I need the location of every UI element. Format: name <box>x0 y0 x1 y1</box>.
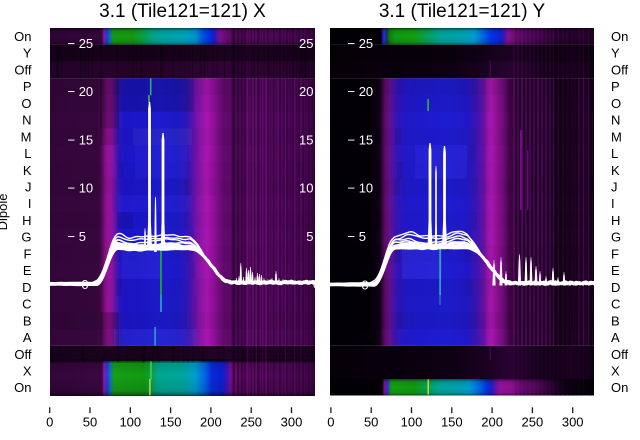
svg-text:H: H <box>22 213 31 228</box>
svg-text:250: 250 <box>522 415 544 430</box>
svg-text:M: M <box>21 129 32 144</box>
svg-text:100: 100 <box>119 415 141 430</box>
svg-text:I: I <box>611 196 615 211</box>
svg-text:D: D <box>611 280 620 295</box>
svg-text:Off: Off <box>14 62 31 77</box>
svg-text:− 15: − 15 <box>68 132 94 147</box>
svg-text:K: K <box>23 163 32 178</box>
svg-text:− 25: − 25 <box>68 36 94 51</box>
svg-text:M: M <box>611 129 622 144</box>
svg-text:E: E <box>611 263 620 278</box>
svg-text:3.1 (Tile121=121) X: 3.1 (Tile121=121) X <box>99 1 266 22</box>
svg-text:Off: Off <box>611 62 628 77</box>
svg-text:L: L <box>611 146 618 161</box>
svg-text:K: K <box>611 163 620 178</box>
svg-text:On: On <box>611 380 628 395</box>
svg-text:− 10: − 10 <box>68 181 94 196</box>
svg-text:0: 0 <box>327 415 334 430</box>
svg-text:B: B <box>23 313 32 328</box>
svg-text:0: 0 <box>361 278 368 293</box>
svg-text:On: On <box>14 29 31 44</box>
svg-text:L: L <box>24 146 31 161</box>
svg-text:C: C <box>611 297 620 312</box>
svg-text:250: 250 <box>240 415 262 430</box>
svg-text:Off: Off <box>611 347 628 362</box>
svg-text:300: 300 <box>281 415 303 430</box>
svg-text:Y: Y <box>23 46 32 61</box>
svg-text:100: 100 <box>401 415 423 430</box>
svg-text:F: F <box>611 246 619 261</box>
svg-text:3.1 (Tile121=121) Y: 3.1 (Tile121=121) Y <box>379 1 546 22</box>
svg-text:I: I <box>28 196 32 211</box>
svg-text:G: G <box>21 230 31 245</box>
svg-text:Dipole: Dipole <box>0 194 10 231</box>
svg-text:− 10: − 10 <box>348 181 374 196</box>
svg-text:O: O <box>21 96 31 111</box>
svg-text:0: 0 <box>313 276 320 291</box>
svg-text:− 25: − 25 <box>348 36 374 51</box>
svg-text:On: On <box>14 380 31 395</box>
svg-text:G: G <box>611 230 621 245</box>
svg-text:15: 15 <box>299 132 313 147</box>
svg-text:20: 20 <box>299 84 313 99</box>
svg-text:25: 25 <box>299 36 313 51</box>
svg-text:N: N <box>611 113 620 128</box>
svg-text:E: E <box>23 263 32 278</box>
svg-text:J: J <box>611 180 618 195</box>
svg-text:− 5: − 5 <box>68 229 86 244</box>
svg-text:5: 5 <box>306 229 313 244</box>
svg-text:− 20: − 20 <box>348 84 374 99</box>
svg-text:C: C <box>22 297 31 312</box>
svg-text:O: O <box>611 96 621 111</box>
svg-text:Y: Y <box>611 46 620 61</box>
svg-text:A: A <box>611 330 620 345</box>
svg-text:X: X <box>23 364 32 379</box>
svg-text:J: J <box>25 180 32 195</box>
svg-text:A: A <box>23 330 32 345</box>
svg-text:0: 0 <box>81 277 88 292</box>
svg-text:N: N <box>22 113 31 128</box>
svg-text:− 20: − 20 <box>68 84 94 99</box>
svg-text:200: 200 <box>481 415 503 430</box>
svg-text:B: B <box>611 313 620 328</box>
svg-text:200: 200 <box>200 415 222 430</box>
svg-text:− 15: − 15 <box>348 132 374 147</box>
svg-text:300: 300 <box>562 415 584 430</box>
svg-text:X: X <box>611 364 620 379</box>
svg-text:10: 10 <box>299 181 313 196</box>
svg-text:− 5: − 5 <box>348 229 366 244</box>
svg-text:On: On <box>611 29 628 44</box>
svg-text:D: D <box>22 280 31 295</box>
svg-text:150: 150 <box>441 415 463 430</box>
svg-text:50: 50 <box>83 415 97 430</box>
svg-text:0: 0 <box>46 415 53 430</box>
svg-text:Off: Off <box>14 347 31 362</box>
svg-text:F: F <box>24 246 32 261</box>
svg-text:P: P <box>23 79 32 94</box>
svg-text:H: H <box>611 213 620 228</box>
svg-text:P: P <box>611 79 620 94</box>
svg-text:150: 150 <box>160 415 182 430</box>
svg-text:50: 50 <box>364 415 378 430</box>
